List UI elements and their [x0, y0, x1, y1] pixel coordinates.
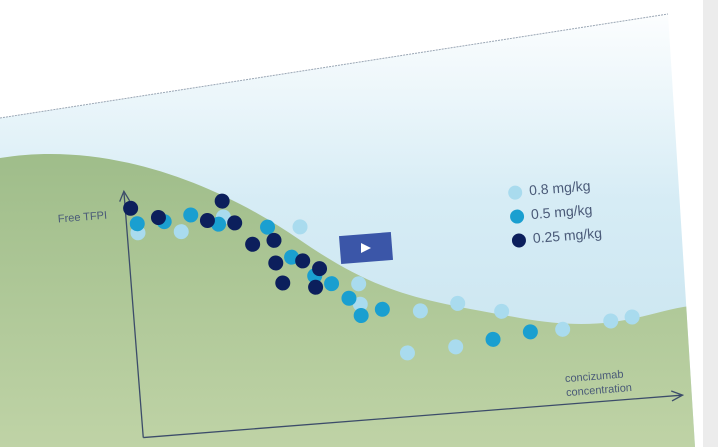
legend-label: 0.5 mg/kg	[530, 201, 593, 222]
x-axis	[143, 390, 685, 439]
x-axis-label: concentration	[566, 382, 633, 399]
data-point	[183, 207, 199, 223]
data-point	[275, 275, 291, 291]
data-point	[199, 212, 215, 228]
data-point	[173, 224, 189, 240]
x-axis-label: concizumab	[565, 369, 624, 386]
play-button[interactable]	[338, 232, 394, 264]
data-point	[295, 253, 311, 269]
data-point	[292, 219, 308, 235]
legend-label: 0.8 mg/kg	[528, 177, 591, 198]
data-point	[412, 303, 428, 319]
data-point	[399, 345, 415, 361]
plot: Free TFPI concizumab concentration 0.8 m…	[57, 177, 685, 439]
data-point	[485, 331, 501, 347]
legend-swatch	[508, 185, 523, 200]
data-point	[308, 279, 324, 295]
data-point	[260, 219, 276, 235]
data-point	[352, 296, 368, 312]
frame-edge	[0, 13, 669, 119]
data-point	[214, 193, 230, 209]
side-panel	[703, 0, 718, 447]
data-point	[150, 210, 166, 226]
data-point	[268, 255, 284, 271]
data-point	[245, 236, 261, 252]
data-point	[312, 261, 328, 277]
y-axis-label: Free TFPI	[57, 210, 107, 226]
y-axis	[119, 189, 144, 438]
data-point	[494, 303, 510, 319]
data-point	[123, 200, 139, 216]
data-point	[129, 216, 145, 232]
data-point	[341, 290, 357, 306]
data-point	[450, 295, 466, 311]
data-point	[624, 309, 640, 325]
play-icon[interactable]	[361, 243, 371, 253]
data-point	[353, 308, 369, 324]
data-point	[266, 232, 282, 248]
data-point	[555, 321, 571, 337]
data-point	[522, 324, 538, 340]
data-point	[603, 313, 619, 329]
legend-label: 0.25 mg/kg	[532, 225, 602, 246]
data-point	[351, 276, 367, 292]
data-point	[374, 301, 390, 317]
legend-swatch	[510, 209, 525, 224]
data-point	[448, 339, 464, 355]
legend-swatch	[511, 233, 526, 248]
data-point	[227, 215, 243, 231]
data-point	[324, 276, 340, 292]
